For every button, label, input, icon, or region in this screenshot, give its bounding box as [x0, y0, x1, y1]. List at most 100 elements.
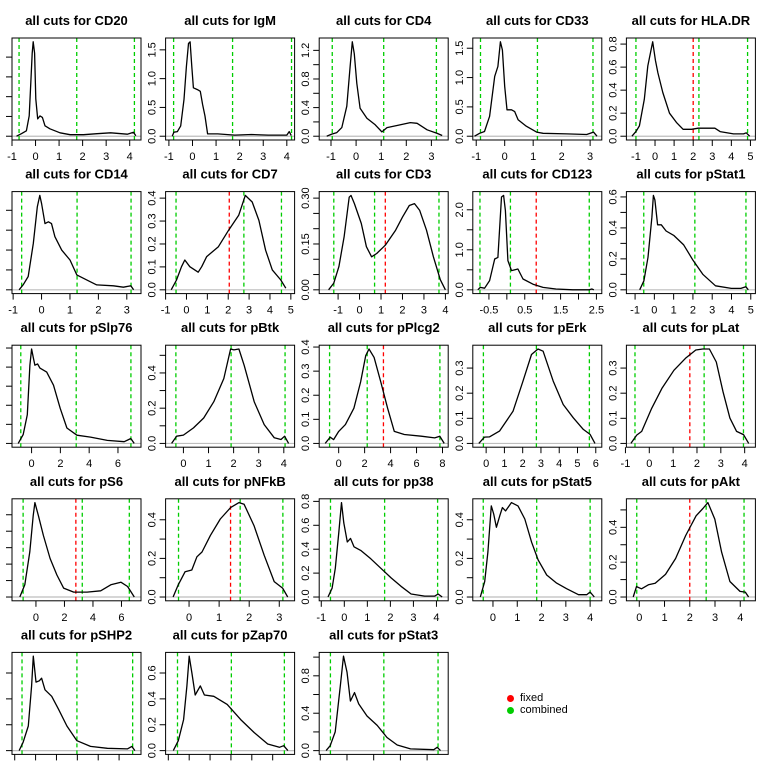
x-tick-label: -1	[630, 305, 640, 317]
density-curve	[479, 501, 595, 598]
plot-box	[11, 37, 142, 141]
x-tick-label: 4	[281, 458, 287, 470]
y-tick-label: 0.0	[607, 436, 619, 451]
x-tick-label: -1	[631, 151, 641, 163]
x-tick-label: 3	[563, 612, 569, 624]
x-tick-label: 4	[737, 612, 743, 624]
x-tick-label: 2	[559, 151, 565, 163]
x-tick-label: 3	[276, 612, 282, 624]
x-tick-label: 3	[256, 458, 262, 470]
y-tick-label: 0.4	[607, 520, 619, 535]
y-tick-label: 0.8	[607, 36, 619, 51]
x-tick-label: 2	[694, 458, 700, 470]
density-panel: all cuts for CD123 -0.5 0.5 1.5 2.5 0.0 1.0 2.0	[454, 167, 604, 317]
y-tick-label: 0.2	[454, 551, 466, 566]
x-tick-label: 4	[433, 612, 439, 624]
plot-box	[625, 344, 756, 448]
y-tick-label: 0.3	[607, 360, 619, 375]
y-tick-label: 0.2	[300, 565, 312, 580]
x-tick-label: 3	[712, 612, 718, 624]
x-tick-label: 0	[651, 305, 657, 317]
x-tick-label: 4	[284, 151, 290, 163]
x-tick-label: 2	[690, 151, 696, 163]
x-tick-label: 3	[421, 305, 427, 317]
x-tick-label: 2	[362, 458, 368, 470]
plot-box	[165, 651, 296, 755]
y-tick-label: 0.4	[300, 339, 312, 354]
density-panel: all cuts for IgM -1 0 1 2 3 4 0.0 0.5 1.0 1.5	[147, 13, 296, 163]
x-tick-label: 1	[67, 305, 73, 317]
x-tick-label: -1	[326, 151, 336, 163]
x-tick-label: 3	[410, 612, 416, 624]
density-curve	[632, 501, 750, 598]
density-panel: all cuts for CD20 -1 0 1 2 3 4	[6, 13, 142, 163]
y-tick-label: 1.0	[147, 71, 159, 86]
x-tick-label: 1	[671, 151, 677, 163]
x-tick-label: 5	[288, 305, 294, 317]
y-tick-label: 0.4	[147, 512, 159, 527]
x-tick-label: 0	[32, 151, 38, 163]
legend-dot-fixed	[507, 694, 514, 702]
panel-title: all cuts for CD33	[486, 13, 589, 28]
panel-title: all cuts for pZap70	[173, 627, 288, 642]
density-panel: all cuts for pStat3 0.0 0.4 0.8	[300, 627, 449, 761]
panel-title: all cuts for pS6	[30, 474, 123, 489]
x-tick-label: 0	[652, 151, 658, 163]
y-tick-label: 0.6	[607, 59, 619, 74]
x-tick-label: 1	[56, 151, 62, 163]
x-tick-label: 4	[86, 458, 92, 470]
x-tick-label: 4	[728, 305, 734, 317]
x-tick-label: -1	[161, 305, 171, 317]
panel-title: all cuts for pErk	[488, 320, 587, 335]
x-tick-label: 0	[336, 458, 342, 470]
y-tick-label: 0.4	[300, 706, 312, 721]
x-tick-label: 4	[267, 305, 273, 317]
density-panel: all cuts for pSHP2	[6, 627, 142, 761]
density-curve	[478, 348, 596, 444]
x-tick-label: 2	[80, 151, 86, 163]
x-tick-label: 1	[216, 612, 222, 624]
x-tick-label: 2	[687, 612, 693, 624]
panel-title: all cuts for pNFkB	[174, 474, 285, 489]
y-tick-label: 0.1	[147, 259, 159, 274]
density-panel: all cuts for CD33 -1 0 1 2 3 0.0 0.5 1.0 1.5	[454, 13, 603, 163]
y-tick-label: 0.6	[607, 189, 619, 204]
plot-box	[11, 651, 142, 755]
x-tick-label: 1	[204, 305, 210, 317]
panel-title: all cuts for CD14	[25, 167, 128, 182]
x-tick-label: 0	[353, 151, 359, 163]
y-tick-label: 0.1	[454, 411, 466, 426]
plot-box	[625, 191, 756, 295]
legend-dot-combined	[507, 706, 514, 714]
x-tick-label: 0	[183, 305, 189, 317]
x-tick-label: 2	[538, 612, 544, 624]
y-tick-label: 0.0	[454, 436, 466, 451]
x-tick-label: -1	[7, 151, 17, 163]
density-curve	[16, 41, 137, 137]
panel-title: all cuts for pBtk	[181, 320, 280, 335]
x-tick-label: 2.5	[589, 305, 604, 317]
plot-box	[625, 498, 756, 602]
panel-title: all cuts for HLA.DR	[632, 13, 751, 28]
y-tick-label: 1.0	[454, 242, 466, 257]
x-tick-label: 1	[670, 458, 676, 470]
plot-box	[625, 37, 756, 141]
x-tick-label: 3	[103, 151, 109, 163]
x-tick-label: 1.5	[553, 305, 568, 317]
x-tick-label: 1	[378, 305, 384, 317]
x-tick-label: 4	[127, 151, 133, 163]
plot-box	[318, 37, 449, 141]
y-tick-label: 0.2	[454, 386, 466, 401]
y-tick-label: 0.0	[147, 129, 159, 144]
y-tick-label: 0.8	[300, 494, 312, 509]
x-tick-label: 2	[57, 458, 63, 470]
y-tick-label: 0.4	[607, 220, 619, 235]
y-tick-label: 0.0	[454, 282, 466, 297]
density-panel: all cuts for pStat5 0 1 2 3 4 0.0 0.2 0.4	[454, 474, 603, 624]
panel-title: all cuts for CD3	[336, 167, 431, 182]
x-tick-label: 1	[213, 151, 219, 163]
y-tick-label: 1.0	[454, 70, 466, 85]
density-panel: all cuts for pS6 0 2 4 6	[6, 474, 142, 624]
panel-title: all cuts for pSlp76	[21, 320, 133, 335]
